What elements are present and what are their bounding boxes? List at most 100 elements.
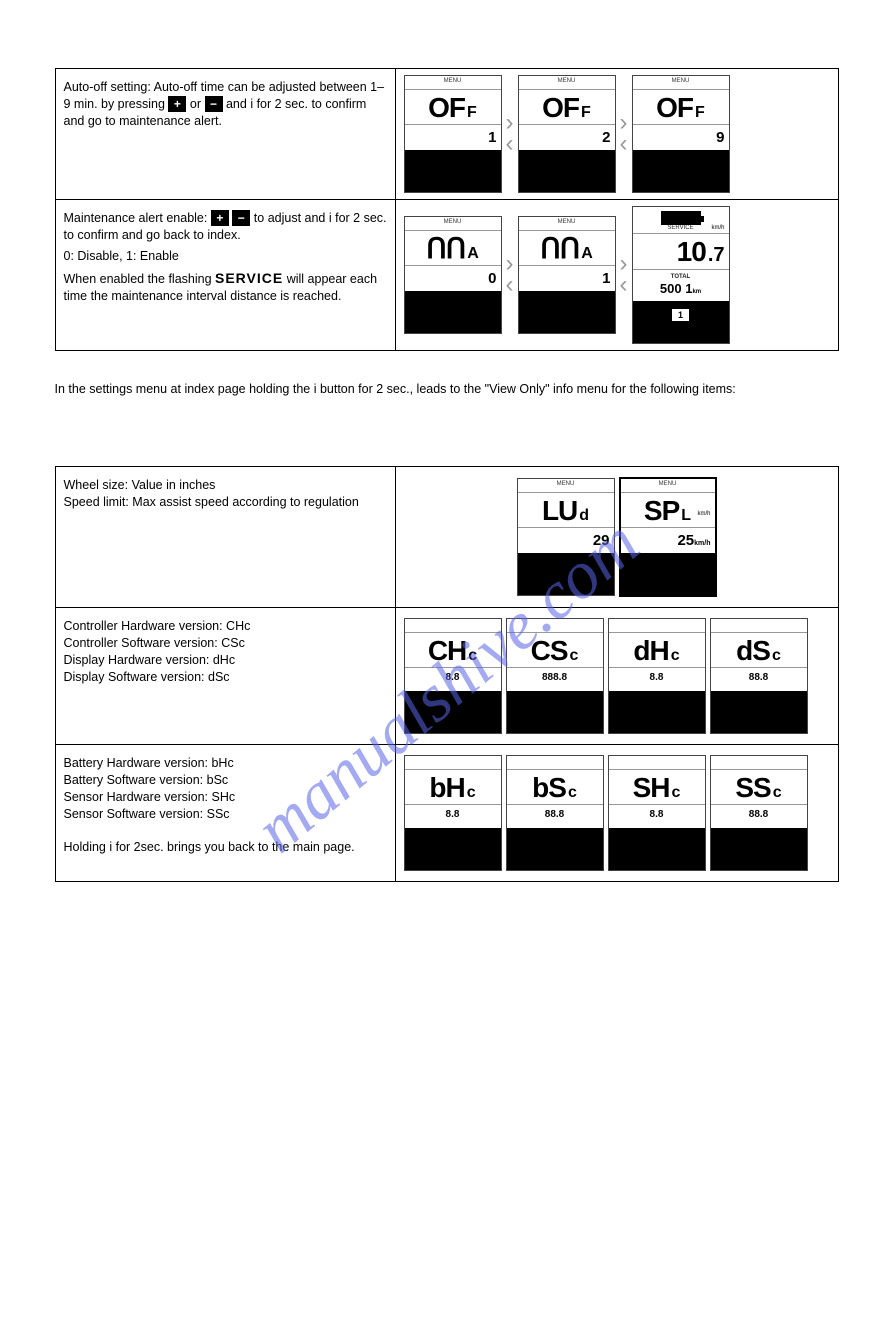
lcd-screen: dHc 8.8 <box>608 618 706 734</box>
plus-icon: + <box>168 96 186 112</box>
lcd-blackbar <box>711 691 807 733</box>
lcd-screen: CSc 888.8 <box>506 618 604 734</box>
table-row: Wheel size: Value in inches Speed limit:… <box>55 466 838 607</box>
wheel-speed-cell: Wheel size: Value in inches Speed limit:… <box>55 466 395 607</box>
lcd-unit: F <box>581 104 591 122</box>
lcd-screen: MENU OFF 2 <box>518 75 616 193</box>
lcd-unit: c <box>467 784 476 802</box>
lcd-sub: 8.8 <box>609 804 705 828</box>
lcd-value: bS <box>532 774 566 802</box>
service-label: SERVICE <box>215 270 283 286</box>
lcd-unit: c <box>772 647 781 665</box>
plus-icon: + <box>211 210 229 226</box>
lcd-unit: F <box>695 104 705 122</box>
lcd-sub: 9 <box>633 124 729 150</box>
battery-icon <box>661 211 701 225</box>
lcd-blackbar <box>519 291 615 333</box>
lcd-blackbar: 1 <box>633 301 729 343</box>
lcd-value: SH <box>633 774 670 802</box>
lcd-unit: .7 <box>708 244 725 267</box>
lcd-screen: SHc 8.8 <box>608 755 706 871</box>
lcd-sub: 88.8 <box>507 804 603 828</box>
between-paragraph: In the settings menu at index page holdi… <box>55 381 839 398</box>
settings-table-1: Auto-off setting: Auto-off time can be a… <box>55 68 839 351</box>
total-label: TOTAL <box>637 274 725 280</box>
lcd-value: ՈՈ <box>426 235 465 263</box>
lcd-screen: MENU OFF 9 <box>632 75 730 193</box>
lcd-value: SP <box>644 497 679 525</box>
lcd-unit: A <box>581 245 593 263</box>
lcd-value: bH <box>429 774 464 802</box>
minus-icon: − <box>232 210 250 226</box>
lcd-screen: MENU OFF 1 <box>404 75 502 193</box>
lcd-value: CS <box>531 637 568 665</box>
menu-label: MENU <box>518 479 614 487</box>
lcd-sub: 88.8 <box>711 667 807 691</box>
menu-label: MENU <box>519 217 615 225</box>
lcd-unit: c <box>672 784 681 802</box>
lcd-value: CH <box>428 637 466 665</box>
text: or <box>190 97 205 111</box>
lcd-blackbar <box>405 150 501 192</box>
menu-label: MENU <box>405 217 501 225</box>
lcd-unit: d <box>579 507 589 525</box>
lcd-value: 10 <box>677 238 706 266</box>
lcd-sub: 8.8 <box>405 804 501 828</box>
lcd-screen: bSc 88.8 <box>506 755 604 871</box>
kmh-label: km/h <box>711 225 724 231</box>
lcd-screen: CHc 8.8 <box>404 618 502 734</box>
battery-sensor-screens: bHc 8.8 bSc 88.8 SHc 8.8 <box>395 744 838 881</box>
menu-label: MENU <box>405 76 501 84</box>
table-row: Battery Hardware version: bHc Battery So… <box>55 744 838 881</box>
lcd-sub: 2 <box>519 124 615 150</box>
arrow-icon: ›‹ <box>620 115 628 153</box>
text: When enabled the flashing <box>64 272 216 286</box>
lcd-blackbar <box>405 291 501 333</box>
lcd-screen: MENU LUd 29 <box>517 478 615 596</box>
lcd-value: OF <box>542 94 579 122</box>
lcd-blackbar <box>405 691 501 733</box>
lcd-blackbar <box>609 828 705 870</box>
lcd-sub: 8.8 <box>405 667 501 691</box>
autooff-screens-cell: MENU OFF 1 ›‹ MENU OFF 2 ›‹ MENU OFF 9 <box>395 69 838 200</box>
controller-display-screens: CHc 8.8 CSc 888.8 dHc 8.8 <box>395 607 838 744</box>
lcd-blackbar <box>518 553 614 595</box>
lcd-blackbar <box>633 150 729 192</box>
maintenance-screens-cell: MENU ՈՈA 0 ›‹ MENU ՈՈA 1 ›‹ SERVICE <box>395 200 838 351</box>
assist-level-box: 1 <box>671 308 690 322</box>
minus-icon: − <box>205 96 223 112</box>
lcd-value: OF <box>656 94 693 122</box>
text: Maintenance alert enable: <box>64 211 211 225</box>
text: 0: Disable, 1: Enable <box>64 248 387 265</box>
lcd-screen: dSc 88.8 <box>710 618 808 734</box>
lcd-unit: A <box>467 245 479 263</box>
lcd-value: SS <box>735 774 770 802</box>
info-table-2: Wheel size: Value in inches Speed limit:… <box>55 466 839 882</box>
lcd-blackbar <box>507 828 603 870</box>
lcd-sub: 25km/h <box>621 527 715 553</box>
total-value: 500 1 <box>660 281 693 296</box>
lcd-blackbar <box>621 553 715 595</box>
wheel-speed-screens: MENU LUd 29 MENU km/hSPL 25km/h <box>395 466 838 607</box>
lcd-screen: SSc 88.8 <box>710 755 808 871</box>
lcd-blackbar <box>405 828 501 870</box>
lcd-screen: MENU km/hSPL 25km/h <box>619 477 717 597</box>
menu-label: MENU <box>621 479 715 487</box>
lcd-blackbar <box>519 150 615 192</box>
table-row: Maintenance alert enable: + − to adjust … <box>55 200 838 351</box>
controller-display-ver-cell: Controller Hardware version: CHc Control… <box>55 607 395 744</box>
lcd-value: ՈՈ <box>540 235 579 263</box>
lcd-unit: c <box>773 784 782 802</box>
lcd-value: dS <box>736 637 770 665</box>
table-row: Auto-off setting: Auto-off time can be a… <box>55 69 838 200</box>
total-unit: km <box>692 289 701 295</box>
lcd-sub: 0 <box>405 265 501 291</box>
battery-sensor-ver-cell: Battery Hardware version: bHc Battery So… <box>55 744 395 881</box>
lcd-sub: 88.8 <box>711 804 807 828</box>
menu-label: MENU <box>519 76 615 84</box>
lcd-blackbar <box>609 691 705 733</box>
lcd-blackbar <box>507 691 603 733</box>
lcd-unit: c <box>568 784 577 802</box>
table-row: Controller Hardware version: CHc Control… <box>55 607 838 744</box>
arrow-icon: ›‹ <box>620 256 628 294</box>
